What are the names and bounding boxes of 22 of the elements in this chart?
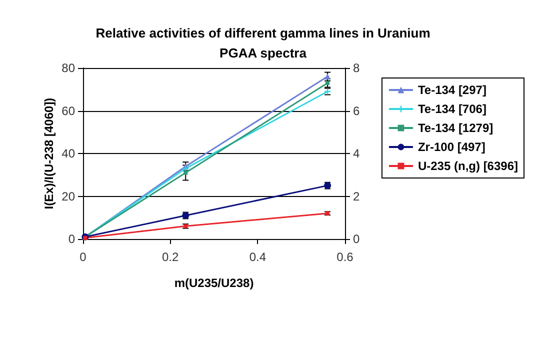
- legend-label: Zr-100 [497]: [418, 140, 486, 154]
- legend-label: Te-134 [297]: [418, 83, 486, 97]
- y-tick-label: 80: [62, 61, 76, 75]
- x-axis-title: m(U235/U238): [174, 276, 254, 290]
- y2-tick-label: 2: [353, 189, 360, 204]
- y-tick-label: 20: [62, 189, 76, 204]
- chart-title: Relative activities of different gamma lines in Uranium PGAA spectra: [96, 26, 430, 60]
- y2-tick-label: 4: [353, 146, 360, 160]
- x-tick-label: 0.2: [162, 250, 179, 264]
- x-tick-label: 0.6: [336, 250, 354, 264]
- legend-label: U-235 (n,g) [6396]: [418, 159, 518, 173]
- legend-label: Te-134 [1279]: [418, 121, 494, 135]
- y-tick-label: 60: [62, 104, 76, 118]
- y-axis-title: I(Ex)/I(U-238 [4060]): [42, 98, 56, 210]
- y-tick-label: 40: [62, 146, 76, 160]
- legend-label: Te-134 [706]: [418, 102, 486, 116]
- x-tick-label: 0.4: [249, 250, 266, 264]
- y2-tick-label: 6: [353, 104, 360, 118]
- y-tick-label: 0: [68, 232, 76, 246]
- y2-tick-label: 0: [353, 232, 360, 246]
- x-tick-label: 0: [80, 250, 87, 264]
- y2-tick-label: 8: [353, 61, 360, 75]
